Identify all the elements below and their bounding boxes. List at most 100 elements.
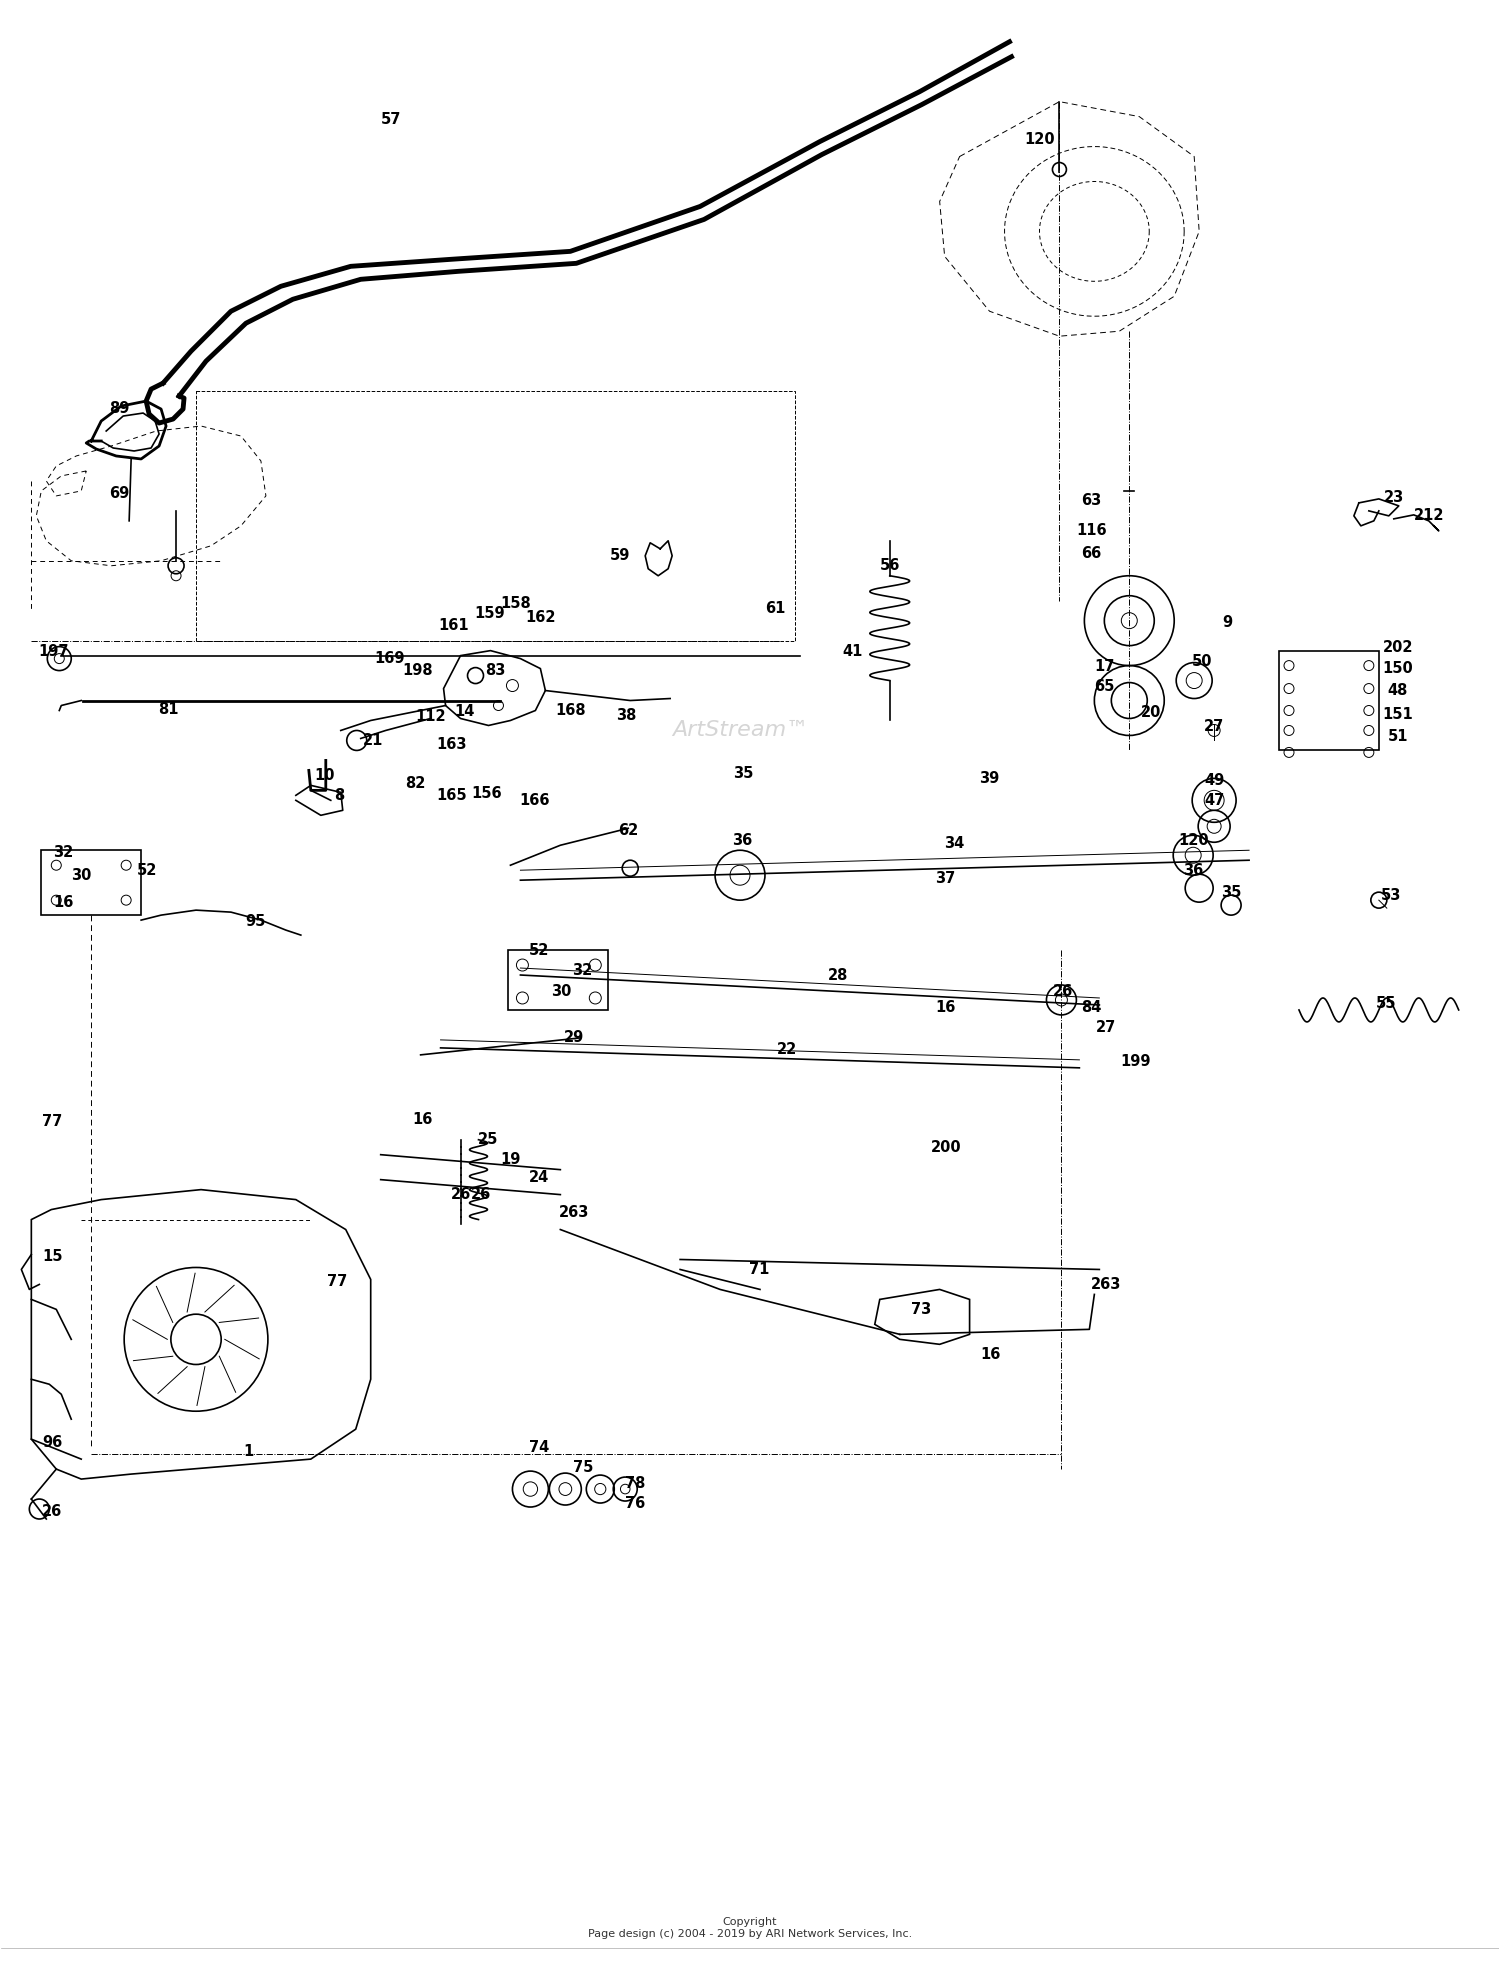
- Text: 25: 25: [478, 1131, 498, 1147]
- Text: 82: 82: [405, 776, 426, 791]
- Text: 32: 32: [53, 845, 74, 860]
- Text: 159: 159: [474, 607, 506, 621]
- Text: 59: 59: [610, 548, 630, 564]
- Text: 14: 14: [454, 703, 474, 719]
- Text: 57: 57: [381, 112, 400, 128]
- Text: 89: 89: [110, 401, 129, 416]
- Text: 78: 78: [626, 1475, 645, 1491]
- Text: 21: 21: [363, 733, 382, 748]
- Text: 96: 96: [42, 1434, 63, 1449]
- Text: ArtStream™: ArtStream™: [672, 721, 808, 740]
- Text: 53: 53: [1380, 888, 1401, 903]
- Text: 27: 27: [1096, 1021, 1116, 1035]
- Text: 71: 71: [748, 1263, 770, 1277]
- Text: 10: 10: [315, 768, 334, 784]
- Text: 95: 95: [246, 913, 266, 929]
- Text: 32: 32: [572, 962, 592, 978]
- Text: 56: 56: [879, 558, 900, 573]
- Text: 20: 20: [1142, 705, 1161, 721]
- Text: 38: 38: [616, 707, 636, 723]
- Text: 81: 81: [158, 701, 178, 717]
- Text: 48: 48: [1388, 683, 1408, 697]
- Text: 161: 161: [438, 619, 470, 632]
- Text: 8: 8: [333, 788, 344, 803]
- Text: 35: 35: [734, 766, 753, 782]
- Text: 169: 169: [375, 652, 405, 666]
- Text: 23: 23: [1383, 491, 1404, 505]
- Text: 22: 22: [777, 1043, 796, 1057]
- Text: 156: 156: [471, 786, 502, 801]
- Text: 77: 77: [327, 1275, 346, 1288]
- Text: 50: 50: [1192, 654, 1212, 670]
- Text: 9: 9: [1222, 615, 1232, 630]
- Text: 263: 263: [1090, 1277, 1122, 1292]
- Text: 66: 66: [1082, 546, 1101, 562]
- Text: 198: 198: [402, 664, 433, 678]
- Text: 26: 26: [1053, 984, 1074, 1000]
- Text: 52: 52: [530, 943, 549, 958]
- Text: 49: 49: [1204, 774, 1224, 788]
- Text: 29: 29: [564, 1031, 585, 1045]
- Text: 158: 158: [500, 597, 531, 611]
- Text: 77: 77: [42, 1114, 63, 1129]
- Text: 263: 263: [560, 1206, 590, 1220]
- Text: 17: 17: [1094, 660, 1114, 674]
- Text: 1: 1: [244, 1444, 254, 1459]
- Text: 76: 76: [626, 1495, 645, 1510]
- Text: 26: 26: [42, 1504, 63, 1518]
- Text: 36: 36: [732, 833, 752, 848]
- Text: 16: 16: [981, 1347, 1000, 1361]
- Bar: [42, 850, 141, 915]
- Text: 51: 51: [1388, 729, 1408, 744]
- Text: 65: 65: [1094, 680, 1114, 693]
- Text: 16: 16: [53, 896, 74, 909]
- Text: 112: 112: [416, 709, 446, 725]
- Text: 168: 168: [555, 703, 585, 719]
- Text: Copyright
Page design (c) 2004 - 2019 by ARI Network Services, Inc.: Copyright Page design (c) 2004 - 2019 by…: [588, 1917, 912, 1938]
- Text: 47: 47: [1204, 793, 1224, 807]
- Text: 26: 26: [450, 1186, 471, 1202]
- Text: 74: 74: [530, 1440, 549, 1455]
- Text: 166: 166: [519, 793, 549, 807]
- Text: 30: 30: [70, 868, 92, 882]
- Bar: [196, 391, 795, 640]
- Text: 37: 37: [936, 870, 956, 886]
- Text: 62: 62: [618, 823, 639, 839]
- Text: 63: 63: [1082, 493, 1101, 509]
- Text: 165: 165: [436, 788, 466, 803]
- Text: 35: 35: [1221, 884, 1242, 900]
- Text: 27: 27: [1204, 719, 1224, 735]
- Text: 34: 34: [945, 837, 964, 850]
- Text: 202: 202: [1383, 640, 1413, 656]
- Text: 151: 151: [1383, 707, 1413, 723]
- Text: 19: 19: [501, 1153, 520, 1167]
- Text: 120: 120: [1024, 132, 1054, 147]
- Text: 16: 16: [936, 1000, 956, 1015]
- Text: 212: 212: [1413, 509, 1444, 522]
- Text: 39: 39: [980, 772, 999, 786]
- Text: 28: 28: [828, 968, 848, 982]
- Text: 199: 199: [1120, 1055, 1150, 1068]
- Text: 120: 120: [1178, 833, 1209, 848]
- Bar: [509, 951, 609, 1009]
- Text: 36: 36: [1184, 862, 1203, 878]
- Text: 52: 52: [136, 862, 158, 878]
- Text: 200: 200: [932, 1141, 962, 1155]
- Text: 116: 116: [1076, 522, 1107, 538]
- Text: 162: 162: [525, 611, 555, 625]
- Text: 75: 75: [573, 1459, 594, 1475]
- Text: 69: 69: [110, 487, 129, 501]
- Circle shape: [1122, 613, 1137, 628]
- Text: 84: 84: [1082, 1000, 1101, 1015]
- Text: 15: 15: [42, 1249, 63, 1265]
- Text: 55: 55: [1376, 996, 1396, 1011]
- Text: 30: 30: [550, 984, 572, 1000]
- Text: 26: 26: [471, 1186, 492, 1202]
- Text: 197: 197: [38, 644, 69, 660]
- Text: 83: 83: [486, 664, 506, 678]
- Bar: [1280, 650, 1378, 750]
- Text: 61: 61: [765, 601, 784, 617]
- Text: 16: 16: [413, 1112, 434, 1127]
- Text: 73: 73: [910, 1302, 932, 1318]
- Text: 150: 150: [1383, 662, 1413, 676]
